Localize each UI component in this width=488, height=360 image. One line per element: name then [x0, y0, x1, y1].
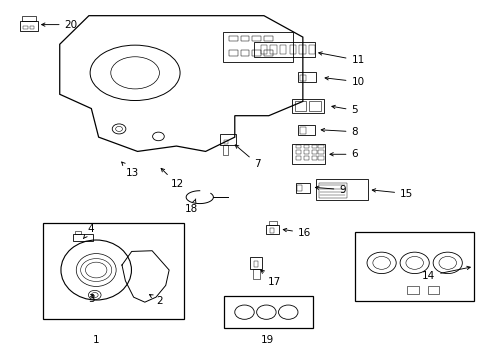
Bar [228, 50, 237, 56]
Text: 16: 16 [283, 228, 310, 238]
Text: 12: 12 [161, 168, 183, 189]
Text: 2: 2 [149, 294, 163, 306]
Bar [289, 45, 295, 54]
Bar [240, 50, 249, 56]
Bar [75, 231, 81, 234]
Text: 8: 8 [321, 127, 357, 137]
Bar [252, 50, 261, 56]
Bar [299, 127, 305, 134]
Bar [407, 287, 418, 294]
Text: 13: 13 [122, 162, 138, 178]
Bar [294, 101, 305, 111]
Bar [318, 145, 323, 148]
Bar [260, 45, 266, 54]
Bar [220, 134, 235, 145]
Bar [299, 75, 305, 81]
Bar [73, 234, 93, 241]
Bar [295, 183, 309, 193]
Bar [264, 36, 272, 41]
Bar [311, 150, 316, 154]
Bar [30, 26, 34, 29]
Bar [303, 156, 308, 159]
Text: 15: 15 [371, 189, 412, 199]
Bar [318, 183, 346, 198]
Text: 14: 14 [421, 266, 469, 281]
Bar [23, 26, 28, 29]
Bar [297, 72, 316, 82]
Text: 19: 19 [261, 335, 274, 345]
Bar [427, 287, 439, 294]
Bar [295, 145, 301, 148]
Bar [254, 42, 314, 57]
Bar [224, 296, 312, 328]
Bar [291, 144, 325, 164]
Bar [268, 221, 276, 225]
Text: 7: 7 [235, 145, 260, 169]
Bar [291, 99, 323, 113]
Bar [253, 261, 257, 267]
Bar [266, 225, 279, 234]
Text: 17: 17 [261, 270, 281, 287]
Bar [311, 145, 316, 148]
Bar [42, 223, 183, 319]
Bar [295, 156, 301, 159]
Bar [22, 16, 36, 21]
Bar [318, 150, 323, 154]
Bar [295, 150, 301, 154]
Text: 1: 1 [93, 335, 100, 345]
Text: 18: 18 [185, 199, 198, 214]
Bar [20, 21, 38, 31]
Text: 20: 20 [41, 19, 78, 30]
Bar [222, 32, 292, 62]
Bar [303, 145, 308, 148]
Bar [240, 36, 249, 41]
Text: 5: 5 [331, 105, 357, 115]
Bar [297, 185, 302, 191]
Bar [252, 36, 261, 41]
Text: 11: 11 [318, 52, 364, 65]
Text: 6: 6 [329, 149, 357, 159]
Bar [280, 45, 286, 54]
Bar [299, 45, 305, 54]
Text: 10: 10 [325, 77, 364, 87]
Bar [297, 125, 314, 135]
Bar [308, 45, 315, 54]
Bar [252, 269, 259, 279]
Bar [224, 140, 227, 144]
Bar [250, 257, 262, 269]
Bar [311, 156, 316, 159]
Bar [264, 50, 272, 56]
Bar [269, 228, 273, 233]
Text: 4: 4 [83, 224, 94, 239]
Bar [355, 232, 473, 301]
Bar [318, 156, 323, 159]
Bar [303, 150, 308, 154]
Bar [316, 179, 367, 201]
Bar [270, 45, 276, 54]
Bar [222, 145, 228, 155]
Bar [308, 101, 320, 111]
Bar [228, 36, 237, 41]
Text: 9: 9 [315, 185, 345, 195]
Text: 3: 3 [88, 294, 94, 303]
